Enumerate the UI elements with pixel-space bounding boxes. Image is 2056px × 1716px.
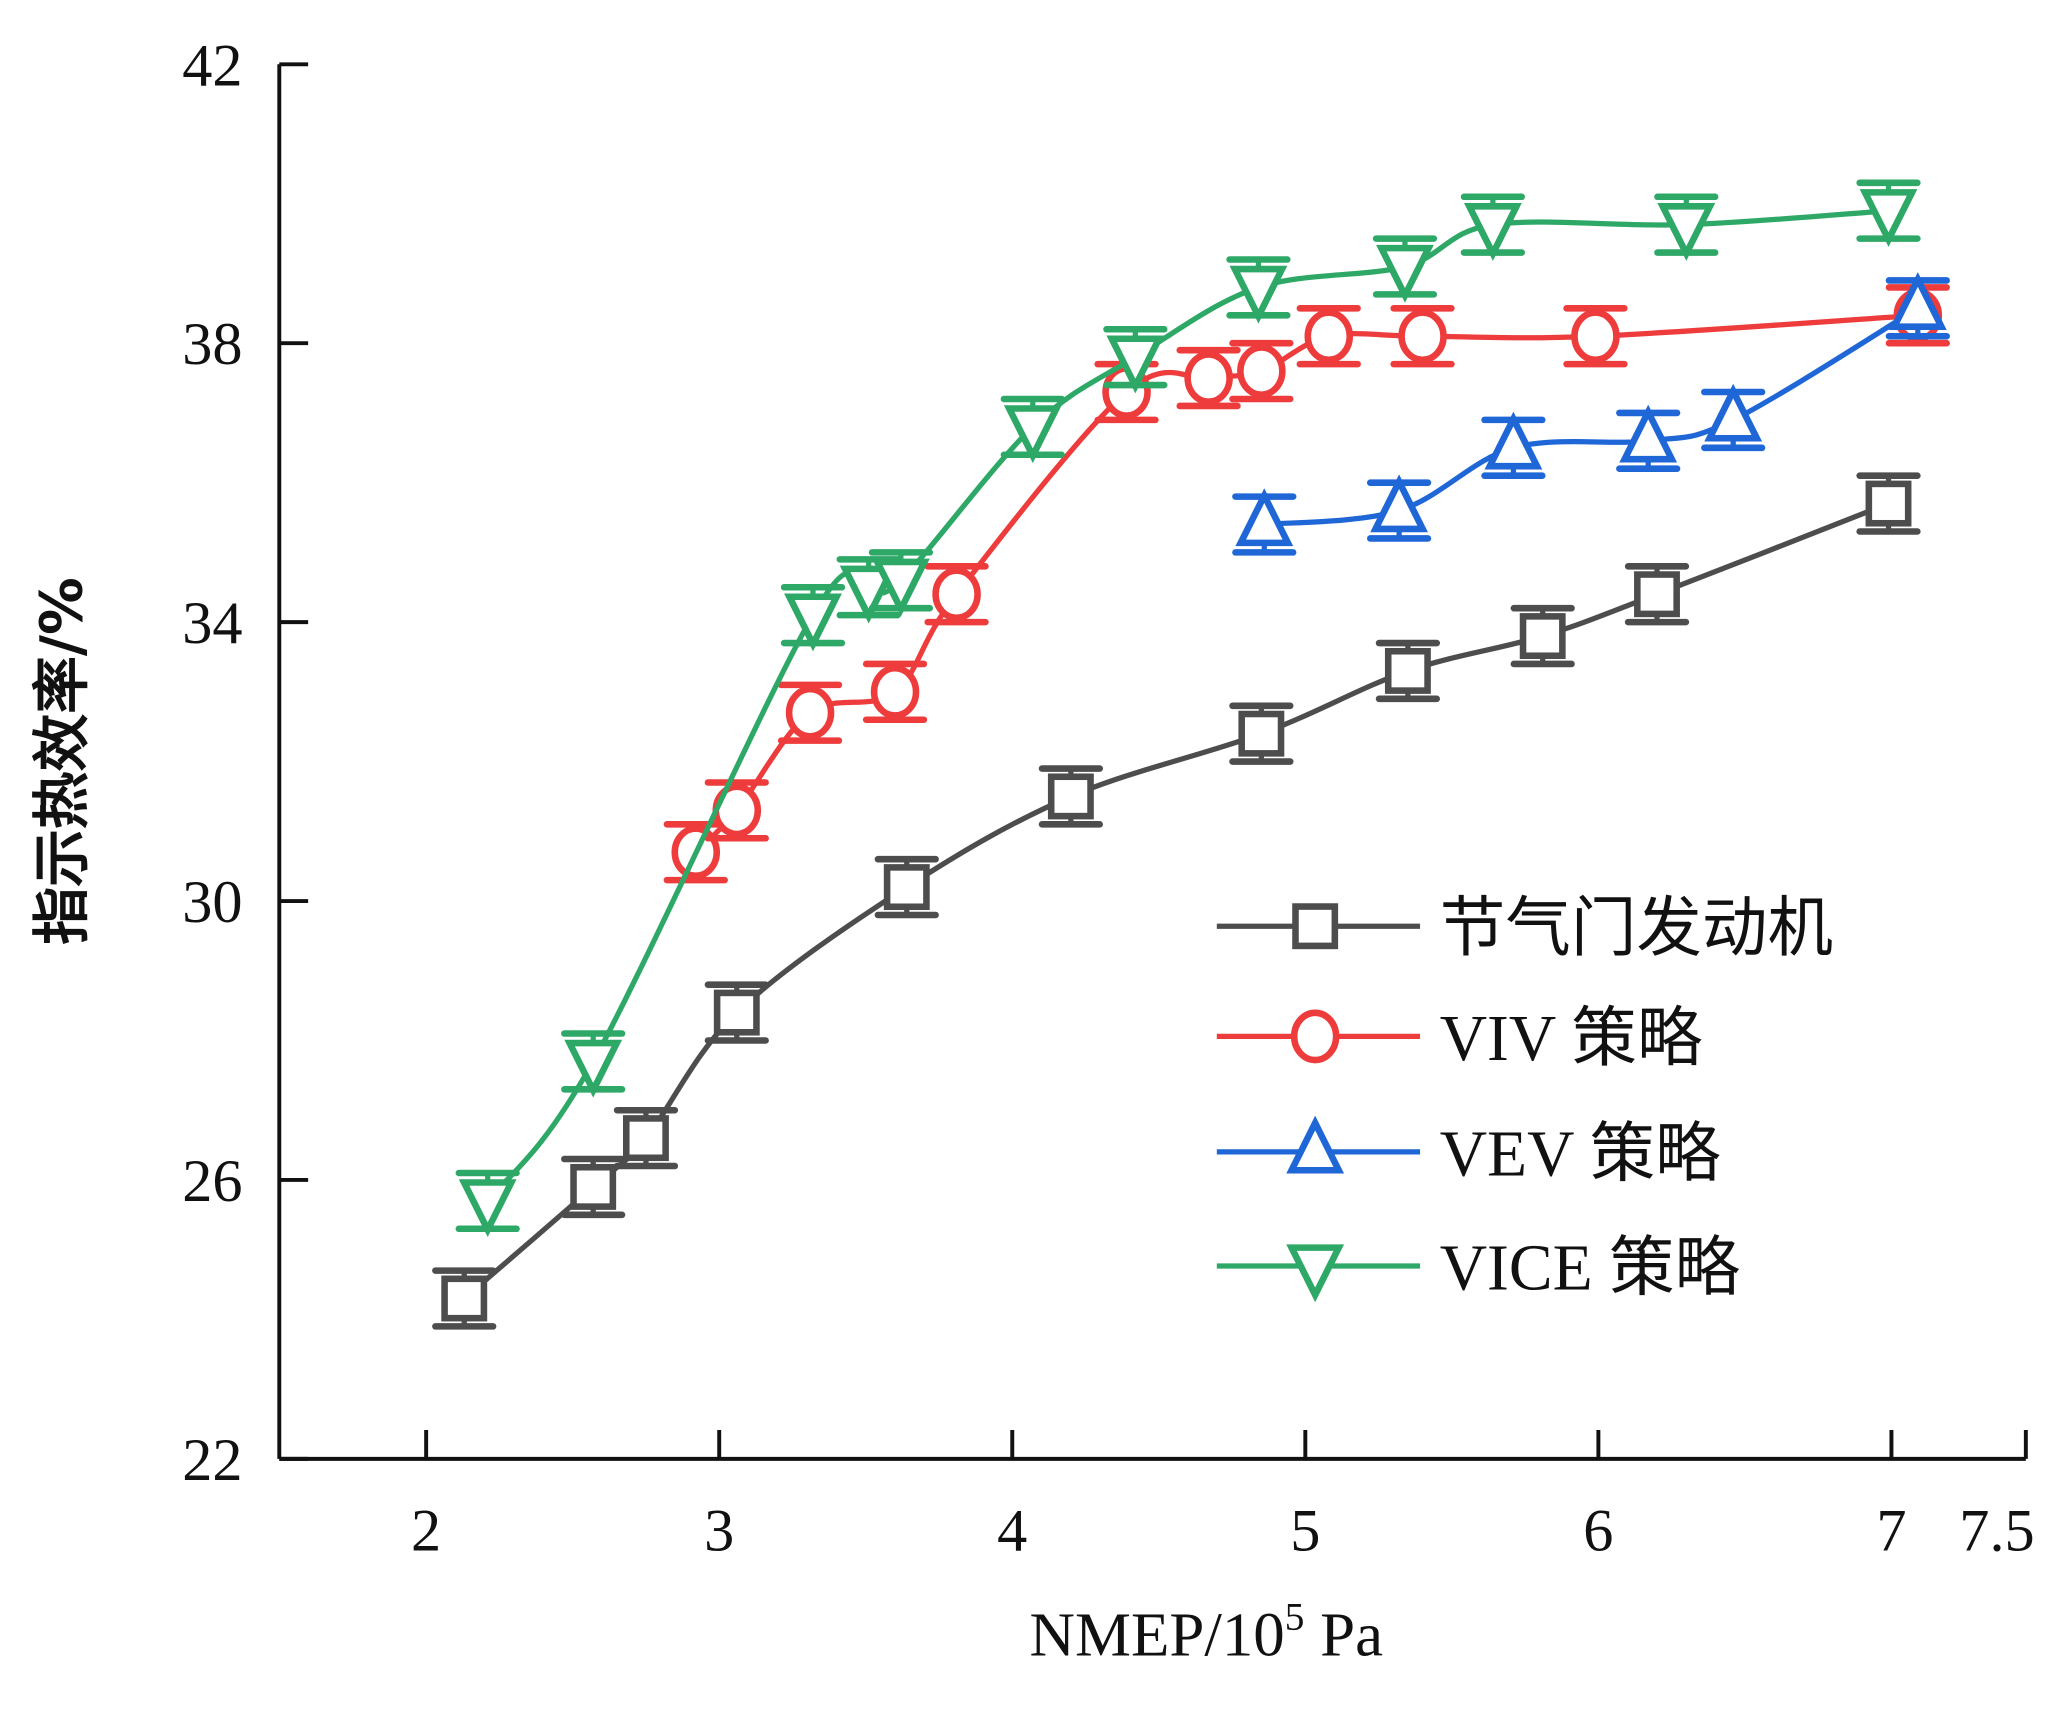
data-point bbox=[1047, 773, 1094, 820]
data-point bbox=[1888, 272, 1947, 330]
legend-label: VIV 策略 bbox=[1440, 1003, 1703, 1075]
data-point bbox=[1463, 203, 1522, 261]
y-tick-label: 38 bbox=[182, 311, 242, 378]
legend-label: VEV 策略 bbox=[1440, 1118, 1721, 1190]
data-point bbox=[784, 593, 842, 652]
data-point bbox=[1106, 335, 1165, 394]
data-point bbox=[871, 558, 930, 617]
data-point bbox=[1376, 244, 1434, 303]
data-point bbox=[1184, 351, 1233, 405]
data-point bbox=[564, 1039, 623, 1098]
x-tick-label: 4 bbox=[997, 1498, 1027, 1565]
data-point bbox=[458, 1179, 517, 1238]
legend-marker bbox=[1286, 1244, 1345, 1303]
y-tick-label: 34 bbox=[182, 590, 242, 657]
legend-label: VICE 策略 bbox=[1440, 1233, 1740, 1305]
data-point bbox=[883, 864, 930, 911]
data-point bbox=[932, 567, 981, 622]
data-point bbox=[1859, 189, 1918, 247]
y-tick-label: 42 bbox=[182, 32, 242, 99]
data-point bbox=[1304, 309, 1354, 364]
legend-item: VIV 策略 bbox=[1216, 1003, 1703, 1075]
data-point bbox=[441, 1275, 488, 1322]
data-point bbox=[622, 1115, 669, 1162]
legend-label: 节气门发动机 bbox=[1440, 893, 1833, 965]
data-point bbox=[1398, 309, 1447, 364]
data-point bbox=[785, 685, 835, 740]
legend-marker bbox=[1290, 1009, 1340, 1064]
y-tick-label: 26 bbox=[182, 1148, 242, 1215]
x-tick-label: 3 bbox=[704, 1498, 734, 1565]
data-point bbox=[1235, 488, 1294, 547]
legend-marker bbox=[1292, 903, 1339, 950]
legend: 节气门发动机 VIV 策略 VEV 策略 VICE 策略 bbox=[1216, 893, 1833, 1305]
y-axis-label: 指示热效率/% bbox=[27, 577, 95, 944]
data-point bbox=[1003, 405, 1062, 464]
plot-area bbox=[432, 179, 1950, 1330]
y-tick-label: 22 bbox=[182, 1427, 242, 1494]
data-point bbox=[1370, 474, 1429, 533]
x-axis-label: NMEP/105 Pa bbox=[1030, 1594, 1384, 1669]
data-point bbox=[1657, 203, 1716, 261]
data-point bbox=[570, 1163, 617, 1210]
series-3 bbox=[1232, 272, 1950, 556]
data-point bbox=[839, 565, 898, 624]
data-point bbox=[1634, 571, 1680, 618]
data-point bbox=[1238, 710, 1285, 757]
data-point bbox=[1619, 404, 1678, 463]
series-2 bbox=[663, 284, 1950, 884]
data-point bbox=[1384, 647, 1431, 694]
series-1 bbox=[432, 472, 1921, 1330]
x-tick-label: 7 bbox=[1876, 1498, 1906, 1565]
data-point bbox=[1704, 383, 1763, 442]
data-point bbox=[1571, 309, 1620, 364]
x-tick-label: 5 bbox=[1290, 1498, 1320, 1565]
x-tick-label: 2 bbox=[411, 1498, 441, 1565]
data-point bbox=[1519, 613, 1566, 660]
y-tick-label: 30 bbox=[182, 869, 242, 936]
legend-item: VICE 策略 bbox=[1216, 1233, 1740, 1305]
x-tick-label: 7.5 bbox=[1959, 1498, 2034, 1565]
data-point bbox=[713, 989, 760, 1036]
x-tick-label: 6 bbox=[1583, 1498, 1613, 1565]
data-point bbox=[1865, 480, 1912, 527]
data-point bbox=[870, 664, 920, 719]
legend-item: 节气门发动机 bbox=[1216, 893, 1833, 965]
data-point bbox=[1484, 411, 1543, 470]
legend-marker bbox=[1286, 1115, 1345, 1174]
data-point bbox=[1237, 344, 1286, 398]
data-point bbox=[1229, 265, 1288, 324]
series-4 bbox=[455, 179, 1921, 1238]
legend-item: VEV 策略 bbox=[1216, 1115, 1721, 1190]
